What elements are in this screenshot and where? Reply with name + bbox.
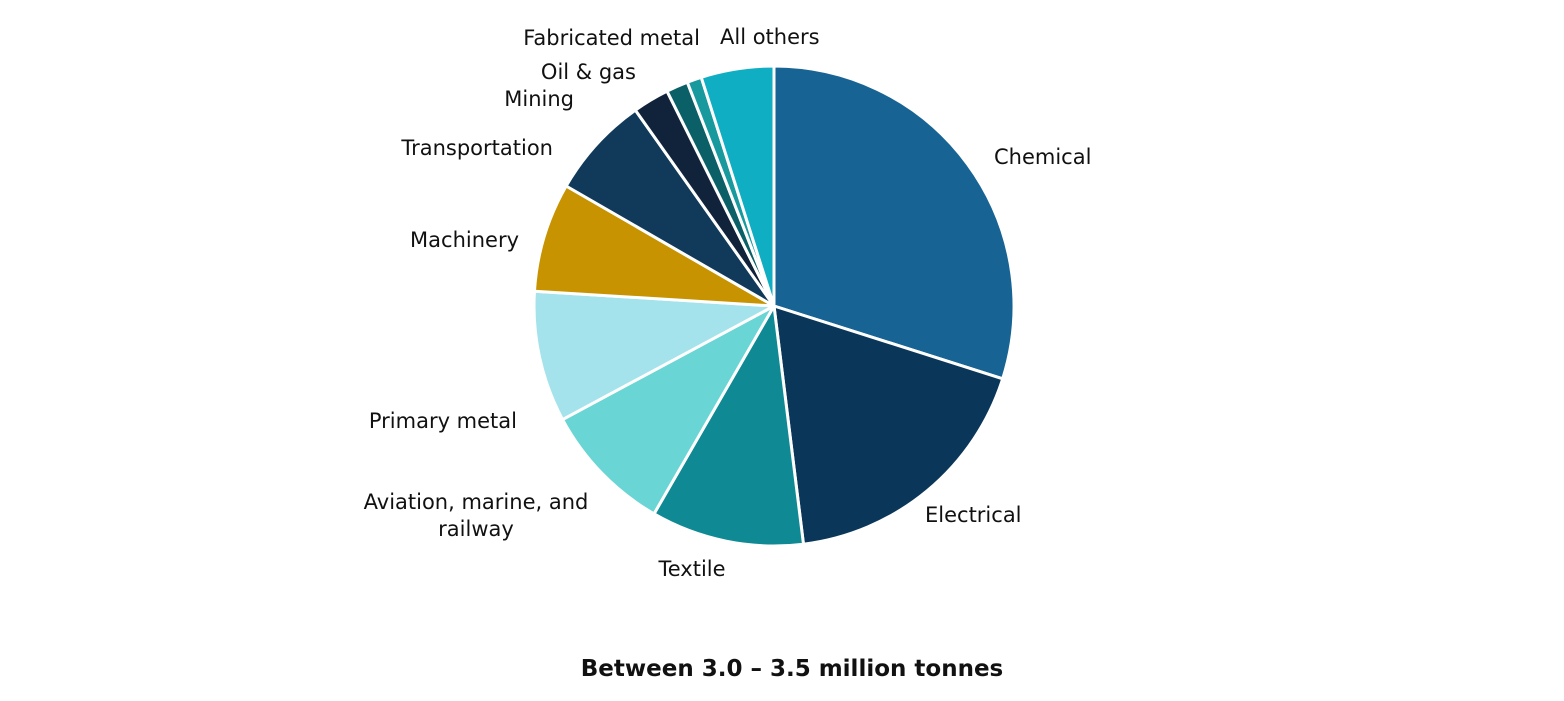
slice-label-oil-and-gas: Oil & gas [541, 60, 636, 84]
labels-layer: Chemical Electrical Textile Aviation, marin… [364, 25, 1092, 581]
pie-slice-transportation [564, 108, 776, 308]
slice-label-textile: Textile [657, 557, 725, 581]
pie-slice-aviation-marine-and-railway [561, 304, 776, 516]
pie-slice-machinery [532, 184, 776, 308]
pie-slice-all-others [699, 64, 776, 308]
slice-label-fabricated-metal: Fabricated metal [523, 26, 700, 50]
pie-slice-chemical [772, 64, 1016, 381]
pie-slice-textile [652, 304, 805, 548]
slice-label-aviation-marine-and-railway: Aviation, marine, and railway [364, 490, 589, 541]
slice-label-electrical: Electrical [925, 503, 1022, 527]
slice-label-all-others: All others [720, 25, 820, 49]
pie-slice-electrical [772, 304, 1005, 546]
slice-label-transportation: Transportation [400, 136, 553, 160]
slice-label-machinery: Machinery [410, 228, 519, 252]
slice-label-mining: Mining [504, 87, 574, 111]
slice-label-primary-metal: Primary metal [369, 409, 517, 433]
chart-footer: Between 3.0 – 3.5 million tonnes [581, 656, 1003, 682]
slice-label-chemical: Chemical [994, 145, 1091, 169]
slices-layer [532, 64, 1016, 548]
pie-slice-primary-metal [532, 289, 776, 422]
